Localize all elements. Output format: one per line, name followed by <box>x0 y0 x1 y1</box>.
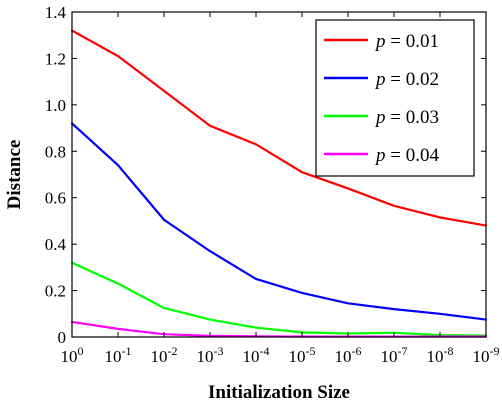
y-tick-label: 0 <box>58 328 67 347</box>
legend-label-2: p = 0.02 <box>374 69 439 90</box>
tick-layer: 0 0.2 0.4 0.6 0.8 1.0 1.2 1.4 100 10-1 10-2 10-3 10-… <box>45 3 500 366</box>
plot-area-frame <box>71 11 487 338</box>
legend: p = 0.01 p = 0.02 p = 0.03 p = 0.04 <box>315 19 475 177</box>
y-axis-label: Distance <box>4 140 25 210</box>
legend-box <box>315 19 475 177</box>
x-tick-label: 100 <box>61 344 84 366</box>
series-line-3 <box>70 261 488 337</box>
y-tick-label: 1.2 <box>45 49 66 68</box>
y-tick-label: 0.6 <box>45 189 66 208</box>
y-tick-label: 1.4 <box>45 3 67 22</box>
x-tick-label: 10-1 <box>105 344 132 366</box>
y-tick-label: 0.4 <box>45 235 67 254</box>
y-tick-label: 0.8 <box>45 142 66 161</box>
x-tick-label: 10-8 <box>427 344 454 366</box>
legend-label-3: p = 0.03 <box>374 107 439 128</box>
x-tick-label: 10-4 <box>243 344 270 366</box>
y-tick-label: 1.0 <box>45 96 66 115</box>
legend-label-1: p = 0.01 <box>374 31 439 52</box>
x-tick-label: 10-5 <box>289 344 316 366</box>
y-tick-label: 0.2 <box>45 282 66 301</box>
x-tick-label: 10-2 <box>151 344 178 366</box>
x-tick-label: 10-6 <box>335 344 362 366</box>
x-tick-label: 10-3 <box>197 344 224 366</box>
x-tick-label: 10-9 <box>473 344 500 366</box>
x-axis-label: Initialization Size <box>208 382 350 403</box>
x-tick-label: 10-7 <box>381 344 408 366</box>
legend-label-4: p = 0.04 <box>374 145 439 166</box>
series-line-1 <box>70 29 488 227</box>
series-line-2 <box>70 122 488 321</box>
